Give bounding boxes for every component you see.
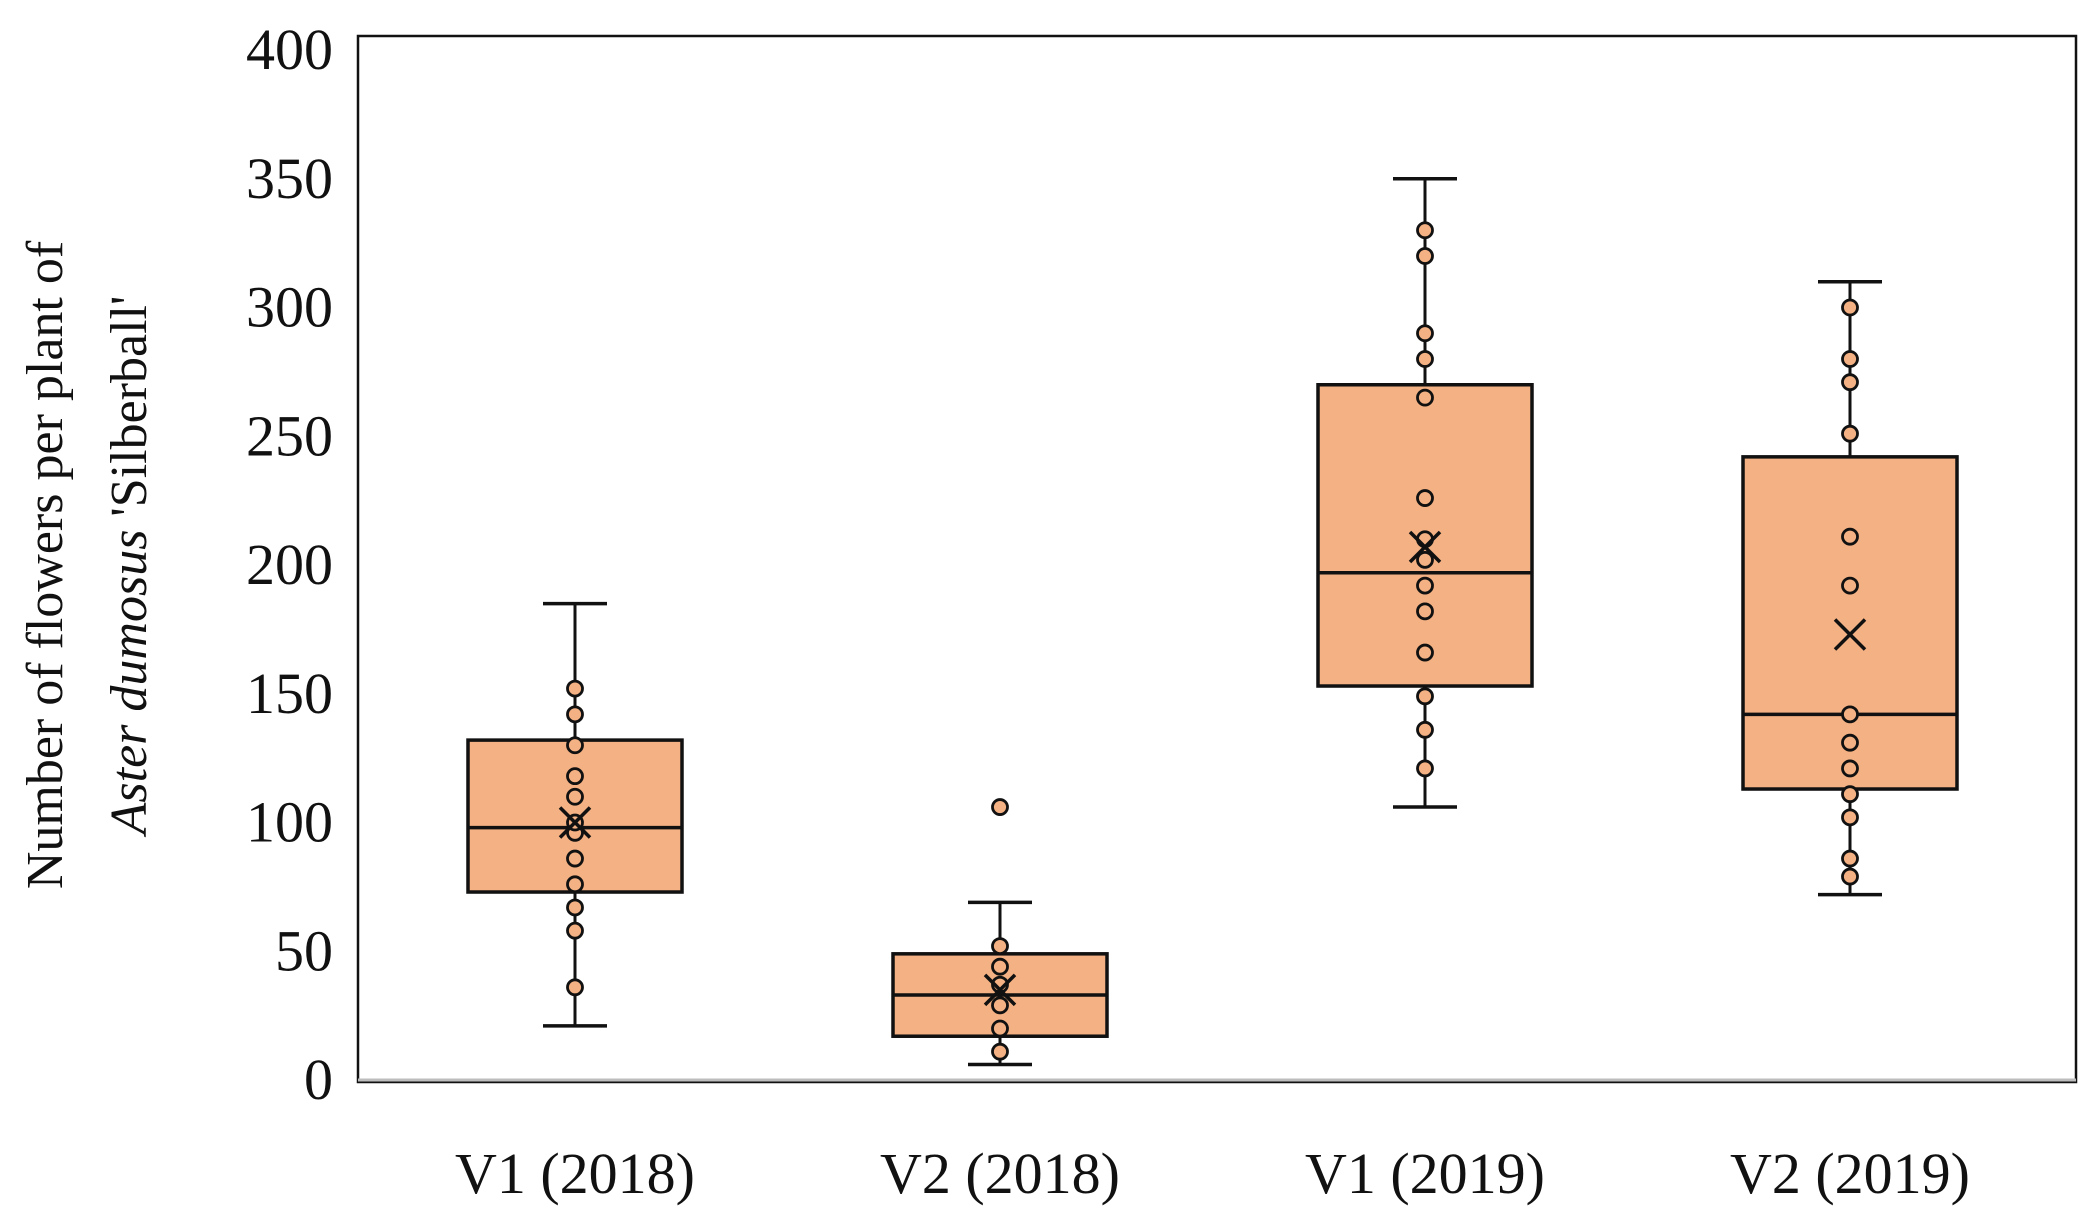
data-point [1416, 247, 1434, 265]
data-point [566, 978, 584, 997]
data-point [566, 679, 584, 698]
x-tick-label: V1 (2018) [455, 1141, 695, 1206]
data-point [1841, 576, 1859, 595]
y-axis: 0 50 100 150 200 250 300 350 400 [246, 17, 333, 1112]
box-group [891, 798, 1109, 1067]
data-point [1841, 785, 1859, 804]
y-tick-label: 250 [246, 403, 333, 468]
data-point [566, 898, 584, 917]
y-tick-label: 50 [275, 918, 333, 983]
data-point [1416, 602, 1434, 621]
mean-marker [983, 973, 1017, 1007]
data-point [1841, 298, 1859, 317]
mean-marker [1408, 530, 1442, 564]
data-point [566, 787, 584, 806]
mean-marker-stroke [1408, 530, 1442, 564]
data-point [1841, 849, 1859, 868]
box-group [466, 601, 684, 1028]
data-point [566, 849, 584, 868]
data-point [566, 705, 584, 724]
y-tick-label: 400 [246, 17, 333, 82]
y-tick-label: 150 [246, 661, 333, 726]
box-group [1316, 177, 1534, 809]
data-point [1841, 424, 1859, 443]
data-point [1416, 550, 1434, 569]
y-axis-label-species: Aster dumosus [101, 530, 158, 838]
data-point [1416, 530, 1434, 549]
x-axis: V1 (2018) V2 (2018) V1 (2019) V2 (2019) [455, 1141, 1970, 1206]
data-point [1416, 720, 1434, 739]
y-axis-label-line2: Aster dumosus 'Silberball' [101, 296, 158, 838]
data-point [1416, 388, 1434, 407]
box-group [1741, 280, 1959, 897]
data-point [1841, 705, 1859, 724]
mean-marker-stroke [983, 973, 1017, 1007]
data-point [991, 1019, 1009, 1038]
data-point [991, 996, 1009, 1015]
mean-marker-stroke [1833, 618, 1867, 651]
y-tick-label: 350 [246, 146, 333, 211]
data-point [1841, 759, 1859, 778]
data-point [1416, 221, 1434, 240]
y-tick-label: 0 [304, 1047, 333, 1112]
data-point [991, 957, 1009, 976]
mean-marker-stroke [558, 806, 592, 839]
y-tick-label: 300 [246, 275, 333, 340]
data-point [991, 937, 1009, 955]
data-point [1416, 489, 1434, 507]
data-point [566, 875, 584, 894]
data-point [1416, 324, 1434, 343]
data-point [1841, 373, 1859, 392]
x-tick-label: V2 (2019) [1730, 1141, 1970, 1206]
data-point [1416, 350, 1434, 368]
data-point [1841, 733, 1859, 752]
y-axis-label: Number of flowers per plant of Aster dum… [17, 240, 158, 889]
data-point [1841, 808, 1859, 827]
data-point [1841, 527, 1859, 546]
y-axis-label-cultivar: 'Silberball' [101, 296, 158, 530]
mean-marker [558, 806, 592, 839]
box-series [466, 177, 1959, 1067]
data-point [1841, 350, 1859, 368]
data-point [566, 736, 584, 755]
x-tick-label: V1 (2019) [1305, 1141, 1545, 1206]
data-point [566, 767, 584, 786]
data-point [1416, 643, 1434, 662]
data-point [1416, 759, 1434, 778]
x-tick-label: V2 (2018) [880, 1141, 1120, 1206]
iqr-box [1741, 455, 1959, 791]
data-point [1416, 687, 1434, 706]
data-point [1416, 576, 1434, 595]
y-axis-label-line1: Number of flowers per plant of [17, 240, 74, 889]
mean-marker [1833, 618, 1867, 651]
data-point [1841, 867, 1859, 886]
outlier-point [991, 798, 1009, 816]
y-tick-label: 200 [246, 532, 333, 597]
y-tick-label: 100 [246, 790, 333, 855]
data-point [566, 921, 584, 940]
data-point [991, 1042, 1009, 1061]
